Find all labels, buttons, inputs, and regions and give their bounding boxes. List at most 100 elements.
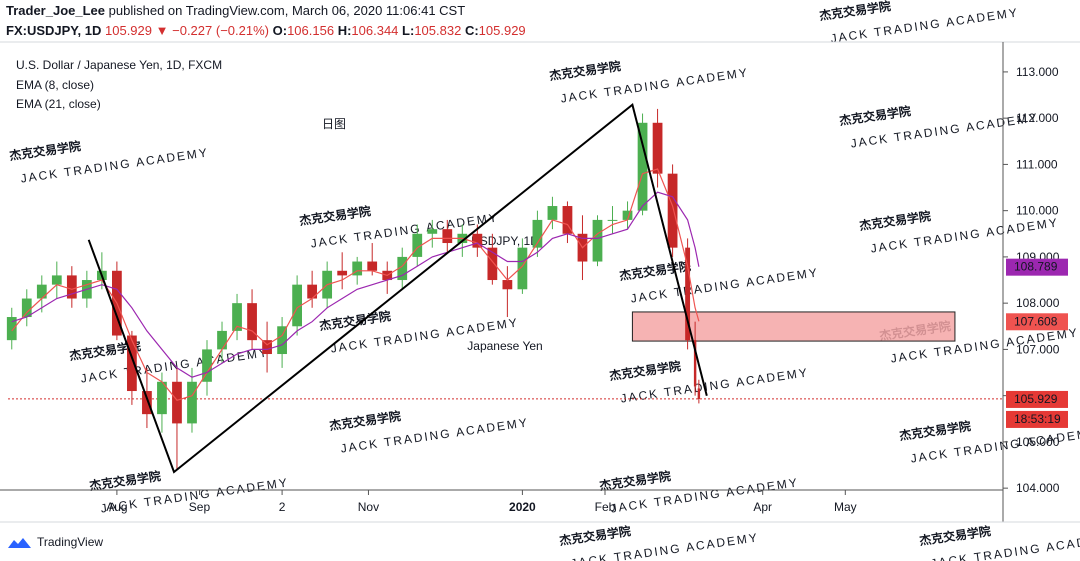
watermark-title: 杰克交易学院 xyxy=(8,138,81,163)
legend-entry: EMA (21, close) xyxy=(16,97,101,111)
close-value: 105.929 xyxy=(479,23,526,38)
symbol: FX:USDJPY, 1D xyxy=(6,23,101,38)
candle-body xyxy=(217,330,227,350)
watermark-title: 杰克交易学院 xyxy=(608,358,681,383)
candle-body xyxy=(262,340,272,355)
candle-body xyxy=(697,388,701,399)
candle-body xyxy=(592,219,603,262)
candle-body xyxy=(232,303,242,331)
down-arrow: ▼ xyxy=(156,23,169,38)
candle-body xyxy=(247,303,257,341)
zone xyxy=(631,311,956,342)
trendline xyxy=(87,102,708,474)
candle-body xyxy=(66,275,77,299)
y-tick-label: 105.000 xyxy=(1016,435,1060,449)
candle-body xyxy=(6,317,17,341)
legend-title: U.S. Dollar / Japanese Yen, 1D, FXCM xyxy=(16,58,222,72)
candle-body xyxy=(51,275,62,285)
published: published on TradingView.com, March 06, … xyxy=(109,3,466,18)
candle-body xyxy=(637,122,648,211)
candle-body xyxy=(442,229,453,244)
brand: TradingView xyxy=(8,535,103,549)
symbol-watermark: Japanese Yen xyxy=(467,339,542,353)
candle-body xyxy=(307,284,318,299)
x-tick-label: Apr xyxy=(753,500,772,514)
candle-body xyxy=(367,261,378,271)
candle-body xyxy=(142,391,152,415)
candle-body xyxy=(652,122,663,174)
legend-entry: EMA (8, close) xyxy=(16,78,94,92)
last-price: 105.929 xyxy=(105,23,152,38)
x-tick-label: 2020 xyxy=(509,500,536,514)
watermark-title: 杰克交易学院 xyxy=(618,258,691,283)
candle-body xyxy=(607,219,618,221)
candle-body xyxy=(517,247,528,290)
y-tick-label: 107.000 xyxy=(1016,342,1060,356)
candle-body xyxy=(127,335,137,392)
watermark-title: 杰克交易学院 xyxy=(328,408,401,433)
watermark-title: 杰克交易学院 xyxy=(558,523,631,548)
candle-body xyxy=(292,284,302,327)
candle-body xyxy=(622,210,633,220)
watermark-title: 杰克交易学院 xyxy=(298,203,371,228)
ohlc-label: L: xyxy=(402,23,414,38)
candle-body xyxy=(157,381,167,415)
y-tick-label: 110.000 xyxy=(1016,204,1059,218)
ema21-price-tag-box xyxy=(1006,258,1068,276)
countdown-tag: 18:53:19 xyxy=(1014,412,1061,426)
ema8-price-tag-box xyxy=(1006,313,1068,331)
last-price-tag-box xyxy=(1006,390,1068,408)
ohlc-label: O: xyxy=(273,23,287,38)
watermark-title: 杰克交易学院 xyxy=(88,468,161,493)
ema-line xyxy=(11,168,700,401)
candle-body xyxy=(412,233,423,257)
y-tick-label: 113.000 xyxy=(1016,65,1059,79)
candle-body xyxy=(472,233,483,248)
candle-body xyxy=(487,247,498,281)
y-tick-label: 108.000 xyxy=(1016,296,1060,310)
high-value: 106.344 xyxy=(351,23,398,38)
watermark-title: 杰克交易学院 xyxy=(818,0,891,23)
candle-body xyxy=(667,173,678,248)
change: −0.227 (−0.21%) xyxy=(172,23,269,38)
header-line-2: FX:USDJPY, 1D 105.929 ▼ −0.227 (−0.21%) … xyxy=(6,23,526,38)
header-line-1: Trader_Joe_Lee published on TradingView.… xyxy=(6,3,465,18)
candle-body xyxy=(532,219,543,248)
y-tick-label: 112.000 xyxy=(1016,111,1059,125)
brand-logo xyxy=(8,538,31,548)
countdown-tag-box xyxy=(1006,410,1068,428)
candle-body xyxy=(547,206,558,220)
x-tick-label: 2 xyxy=(279,500,286,514)
watermark-title: 杰克交易学院 xyxy=(598,468,671,493)
open-value: 106.156 xyxy=(287,23,334,38)
author: Trader_Joe_Lee xyxy=(6,3,105,18)
x-tick-label: May xyxy=(834,500,857,514)
candle-body xyxy=(427,229,438,234)
candle-body xyxy=(352,261,363,276)
watermark-title: 杰克交易学院 xyxy=(838,103,911,128)
ohlc-label: H: xyxy=(338,23,352,38)
watermark-title: 杰克交易学院 xyxy=(318,308,391,333)
candle-body xyxy=(36,284,47,299)
y-tick-label: 111.000 xyxy=(1016,157,1058,171)
low-value: 105.832 xyxy=(414,23,461,38)
candle-body xyxy=(693,340,697,387)
candle-body xyxy=(277,326,287,355)
watermark-title: 杰克交易学院 xyxy=(858,208,931,233)
watermark-title: 杰克交易学院 xyxy=(548,58,621,83)
candle-body xyxy=(685,247,691,341)
ohlc-label: C: xyxy=(465,23,479,38)
ema21-price-tag: 108.789 xyxy=(1014,260,1058,274)
watermark-title: 杰克交易学院 xyxy=(898,418,971,443)
candle-body xyxy=(202,349,212,382)
x-tick-label: Sep xyxy=(189,500,211,514)
ema-line xyxy=(11,191,700,378)
x-tick-label: Nov xyxy=(358,500,379,514)
y-tick-label: 104.000 xyxy=(1016,481,1060,495)
x-tick-label: Feb xyxy=(595,500,616,514)
candle-body xyxy=(562,206,573,234)
candle-body xyxy=(187,381,197,424)
